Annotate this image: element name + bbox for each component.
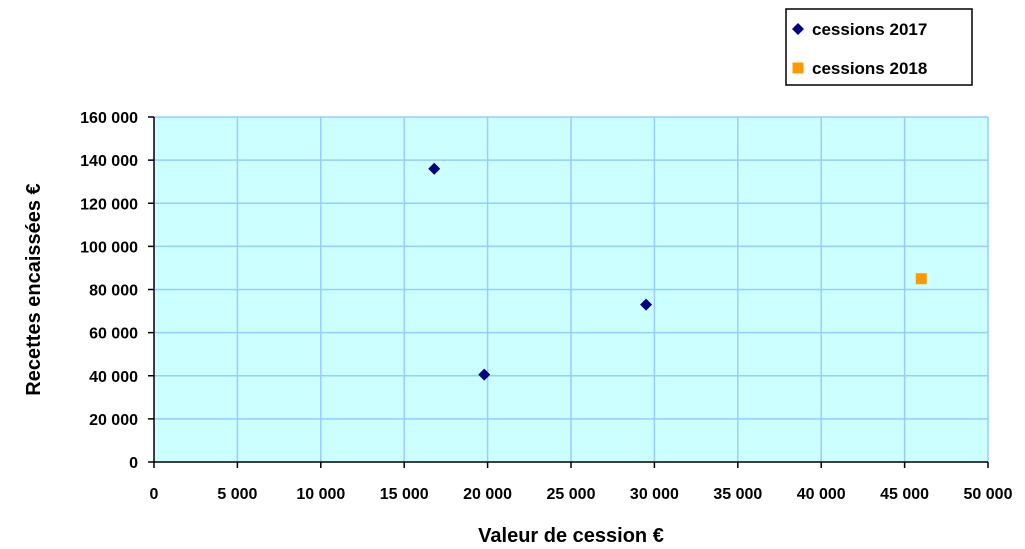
x-tick-label: 30 000	[630, 486, 679, 503]
data-point-diamond	[640, 298, 653, 311]
gridlines	[154, 116, 989, 462]
x-tick-label: 45 000	[880, 486, 929, 503]
legend-entry-label: cessions 2018	[812, 59, 927, 78]
legend: cessions 2017 cessions 2018	[785, 8, 973, 86]
x-tick-label: 0	[150, 486, 159, 503]
y-tick-label: 160 000	[80, 110, 138, 127]
x-tick-label: 35 000	[713, 486, 762, 503]
data-point-diamond	[428, 162, 441, 175]
y-tick-label: 0	[129, 455, 138, 472]
x-tick-label: 50 000	[964, 486, 1013, 503]
x-tick-label: 5 000	[217, 486, 257, 503]
x-tick-label: 20 000	[463, 486, 512, 503]
x-tick-label: 40 000	[797, 486, 846, 503]
y-tick-label: 20 000	[89, 412, 138, 429]
x-tick-label: 25 000	[547, 486, 596, 503]
y-tick-label: 80 000	[89, 283, 138, 300]
y-tick-label: 40 000	[89, 369, 138, 386]
data-points	[428, 162, 927, 381]
legend-marker-diamond-icon	[792, 23, 804, 35]
x-tick-label: 15 000	[380, 486, 429, 503]
x-axis-title: Valeur de cession €	[478, 525, 664, 547]
y-tick-label: 140 000	[80, 153, 138, 170]
legend-marker-square-icon	[792, 62, 804, 74]
y-tick-label: 100 000	[80, 239, 138, 256]
y-axis-title: Recettes encaissées €	[23, 183, 45, 395]
data-point-square	[915, 273, 927, 285]
legend-box	[785, 8, 973, 86]
x-axis-ticks: 0 5 000 10 000 15 000 20 000 25 000 30 000 35 0…	[150, 462, 1013, 503]
y-axis-ticks: 0 20 000 40 000 60 000 80 000 100 000 120 000 1…	[80, 110, 154, 472]
x-tick-label: 10 000	[296, 486, 345, 503]
y-tick-label: 60 000	[89, 326, 138, 343]
data-point-diamond	[478, 368, 491, 381]
legend-entry-label: cessions 2017	[812, 20, 927, 39]
y-tick-label: 120 000	[80, 196, 138, 213]
